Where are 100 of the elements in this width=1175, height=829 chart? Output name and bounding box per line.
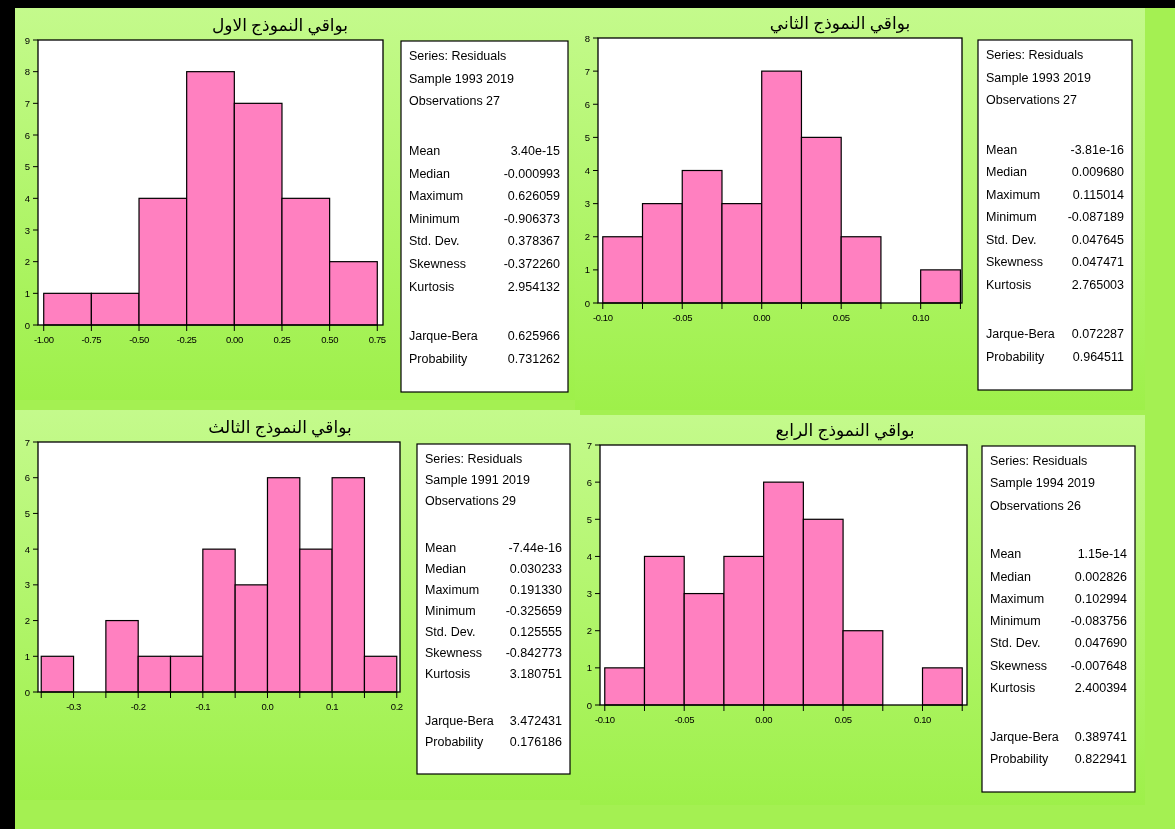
y-tick-label: 0 [24,686,30,698]
text: Skewness -0.007648 [990,658,1127,673]
y-tick-label: 3 [586,588,592,600]
y-tick-label: 5 [586,513,592,525]
text: Skewness 0.047471 [986,255,1124,270]
x-tick-label: -0.05 [672,312,693,323]
chart-title: بواقي النموذج الثالث [208,418,352,438]
x-tick-label: -0.05 [674,714,695,725]
text: Sample 1993 2019 [986,70,1091,85]
text: Mean -3.81e-16 [986,142,1124,157]
y-tick-label: 0 [586,699,592,711]
x-tick-label: -1.00 [33,334,54,345]
chart-title: بواقي النموذج الثاني [769,14,911,34]
text: Probability 0.176186 [425,735,562,750]
x-tick-label: -0.3 [66,701,82,712]
text: Minimum -0.906373 [409,211,560,226]
x-tick-label: 0.10 [914,714,932,725]
y-tick-label: 2 [24,615,30,627]
text: Jarque-Bera 0.625966 [409,329,560,344]
x-tick-label: 0.00 [753,312,771,323]
text: Mean -7.44e-16 [425,540,562,555]
text: Skewness -0.372260 [409,256,560,271]
x-tick-label: 0.00 [225,334,243,345]
chart-title: بواقي النموذج الرابع [775,421,915,441]
y-tick-label: 4 [586,550,592,562]
x-tick-label: -0.10 [594,714,615,725]
y-tick-label: 6 [584,98,590,110]
text: Maximum 0.626059 [409,189,560,204]
y-tick-label: 0 [24,319,30,331]
x-tick-label: 0.05 [832,312,850,323]
x-tick-label: 0.0 [261,701,274,712]
text: Observations 29 [425,494,517,509]
text: Sample 1991 2019 [425,473,530,488]
text: Skewness -0.842773 [425,646,562,661]
y-tick-label: 5 [584,131,590,143]
y-tick-label: 0 [584,297,590,309]
text: Probability 0.822941 [990,752,1127,767]
x-tick-label: 0.75 [368,334,386,345]
y-tick-label: 4 [584,165,590,176]
text: Series: Residuals [990,454,1088,468]
text: Probability 0.964511 [986,349,1124,364]
y-tick-label: 4 [24,192,30,204]
text: Kurtosis 2.400394 [990,680,1127,695]
text: Sample 1993 2019 [409,71,514,86]
y-tick-label: 2 [584,231,590,243]
text: Median 0.002826 [990,569,1127,584]
y-tick-label: 1 [24,287,30,299]
y-tick-label: 4 [24,543,30,555]
text: Maximum 0.115014 [986,187,1124,202]
x-tick-label: 0.05 [834,714,852,725]
x-tick-label: 0.50 [321,334,339,345]
text: Mean 1.15e-14 [990,547,1127,562]
y-tick-label: 8 [24,66,30,78]
x-tick-label: -0.10 [592,312,613,323]
y-tick-label: 9 [24,34,30,46]
text: Median 0.030233 [425,561,562,576]
text: Observations 27 [409,94,501,109]
y-tick-label: 3 [24,224,30,236]
x-tick-label: -0.75 [81,334,102,345]
x-tick-label: 0.00 [755,714,773,725]
text: Minimum -0.087189 [986,210,1124,225]
x-tick-label: 0.1 [326,701,339,712]
y-tick-label: 5 [24,507,30,519]
y-tick-label: 6 [24,472,30,484]
y-tick-label: 7 [24,436,30,448]
text: Std. Dev. 0.047690 [990,636,1127,651]
text: Minimum -0.325659 [425,604,562,619]
y-tick-label: 2 [586,625,592,637]
text: Kurtosis 3.180751 [425,667,562,682]
y-tick-label: 2 [24,256,30,268]
text: Kurtosis 2.765003 [986,277,1124,292]
y-tick-label: 7 [584,65,590,77]
y-tick-label: 1 [24,650,30,662]
y-tick-label: 7 [24,97,30,109]
x-tick-label: -0.25 [176,334,197,345]
y-tick-label: 1 [586,662,592,674]
text: Mean 3.40e-15 [409,143,560,158]
y-tick-label: 7 [586,439,592,451]
x-tick-label: 0.25 [273,334,291,345]
text: Series: Residuals [409,49,507,63]
text: Observations 26 [990,498,1082,513]
x-tick-label: -0.2 [130,701,146,712]
text: Observations 27 [986,93,1078,108]
x-tick-label: -0.1 [195,701,211,712]
text: Median -0.000993 [409,166,560,181]
y-tick-label: 6 [586,476,592,488]
chart-title: بواقي النموذج الاول [211,16,349,36]
y-tick-label: 6 [24,129,30,141]
y-tick-label: 3 [584,198,590,210]
text: Series: Residuals [986,48,1084,62]
text: Median 0.009680 [986,165,1124,180]
text: Jarque-Bera 3.472431 [425,713,562,728]
text: Std. Dev. 0.378367 [409,234,560,249]
text: Jarque-Bera 0.072287 [986,327,1124,342]
text: Sample 1994 2019 [990,476,1095,491]
text: Jarque-Bera 0.389741 [990,729,1127,744]
y-tick-label: 3 [24,579,30,591]
x-tick-label: -0.50 [129,334,149,345]
y-tick-label: 8 [584,32,590,44]
x-tick-label: 0.10 [912,312,930,323]
